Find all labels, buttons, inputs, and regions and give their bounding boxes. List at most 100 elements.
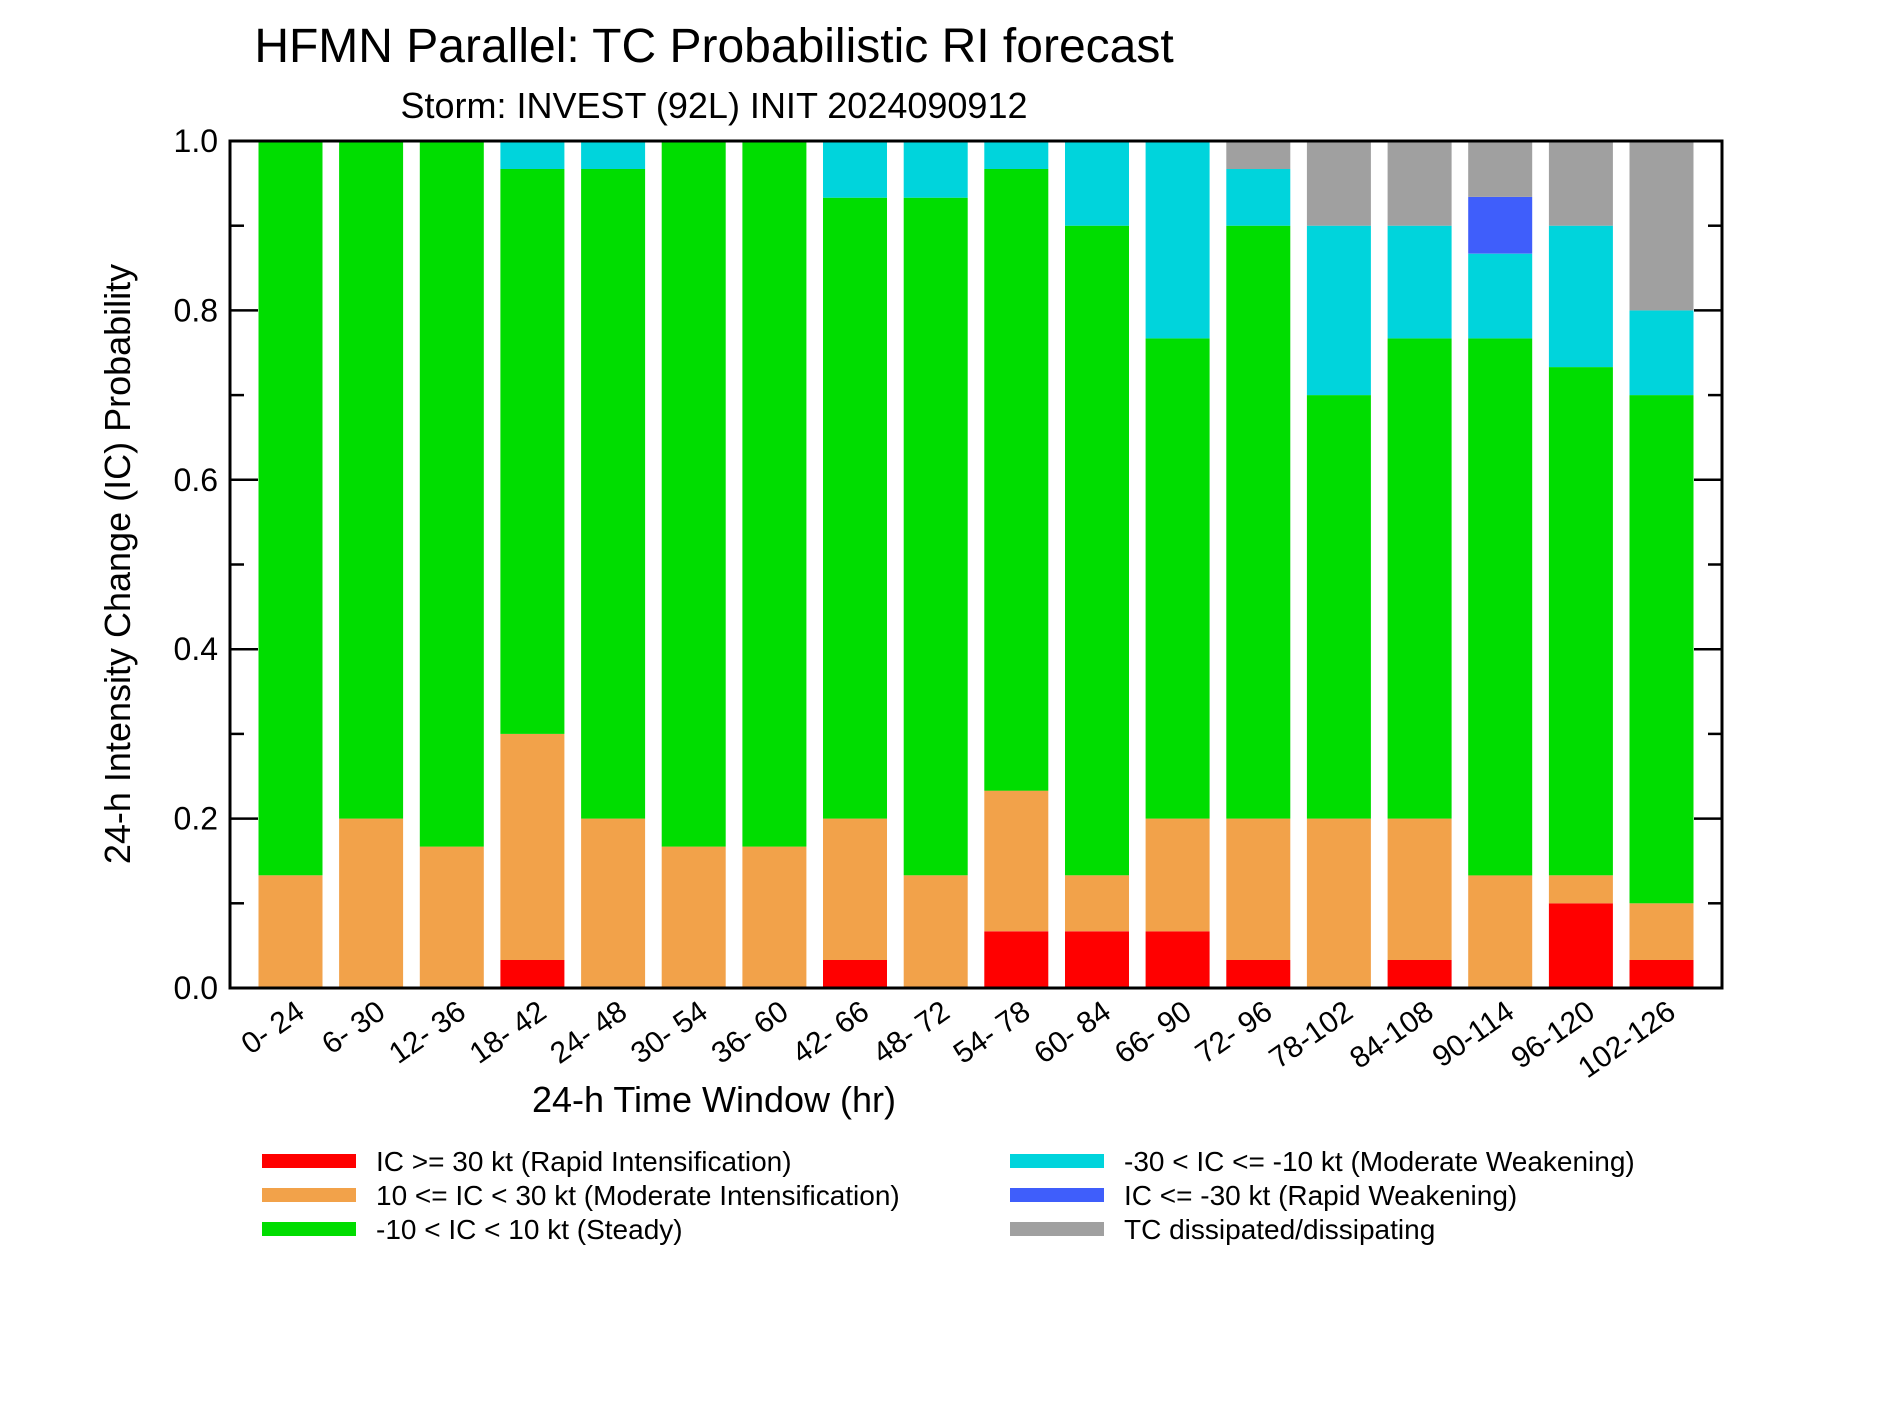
bar-segment-10-series-2 xyxy=(984,791,1048,932)
bar-segment-15-series-2 xyxy=(1388,819,1452,960)
bar-segment-11-series-2 xyxy=(1065,875,1129,931)
y-tick-label: 0.2 xyxy=(174,801,218,837)
bar-segment-17-series-3 xyxy=(1549,367,1613,875)
bar-segment-5-series-4 xyxy=(581,141,645,169)
bar-segment-17-series-2 xyxy=(1549,875,1613,903)
x-category-label: 72- 96 xyxy=(1190,995,1279,1071)
bar-segment-18-series-1 xyxy=(1630,960,1694,988)
x-category-label: 60- 84 xyxy=(1028,995,1117,1071)
bar-segment-8-series-3 xyxy=(823,198,887,819)
bar-segment-9-series-2 xyxy=(904,875,968,988)
x-category-label: 48- 72 xyxy=(867,995,956,1071)
bar-segment-18-series-4 xyxy=(1630,310,1694,395)
bar-segment-13-series-6 xyxy=(1226,141,1290,169)
bar-segment-2-series-2 xyxy=(339,819,403,988)
bar-segment-6-series-2 xyxy=(662,847,726,988)
legend-label: IC >= 30 kt (Rapid Intensification) xyxy=(376,1146,792,1177)
bar-segment-8-series-2 xyxy=(823,819,887,960)
bar-segment-10-series-3 xyxy=(984,169,1048,791)
y-tick-label: 0.6 xyxy=(174,462,218,498)
legend-swatch xyxy=(262,1188,356,1202)
x-category-label: 54- 78 xyxy=(948,995,1037,1071)
bar-segment-13-series-4 xyxy=(1226,169,1290,226)
bar-segment-7-series-2 xyxy=(742,847,806,988)
bar-segment-12-series-2 xyxy=(1146,819,1210,932)
bar-segment-14-series-4 xyxy=(1307,226,1371,395)
legend-swatch xyxy=(262,1154,356,1168)
bar-segment-9-series-4 xyxy=(904,141,968,198)
legend-swatch xyxy=(1010,1188,1104,1202)
bar-segment-18-series-3 xyxy=(1630,395,1694,903)
bar-segment-6-series-3 xyxy=(662,141,726,847)
legend-label: TC dissipated/dissipating xyxy=(1124,1214,1435,1245)
bar-segment-2-series-3 xyxy=(339,141,403,819)
bar-segment-11-series-1 xyxy=(1065,931,1129,988)
bar-segment-18-series-6 xyxy=(1630,141,1694,310)
bar-segment-12-series-3 xyxy=(1146,338,1210,818)
bar-segment-5-series-2 xyxy=(581,819,645,988)
y-tick-label: 0.8 xyxy=(174,292,218,328)
x-category-label: 84-108 xyxy=(1344,995,1439,1076)
bar-segment-17-series-6 xyxy=(1549,141,1613,226)
legend-swatch xyxy=(1010,1154,1104,1168)
x-category-label: 24- 48 xyxy=(544,995,633,1071)
bar-segment-16-series-6 xyxy=(1468,141,1532,197)
legend-label: -30 < IC <= -10 kt (Moderate Weakening) xyxy=(1124,1146,1635,1177)
legend-label: 10 <= IC < 30 kt (Moderate Intensificati… xyxy=(376,1180,900,1211)
bar-segment-4-series-2 xyxy=(500,734,564,960)
bar-segment-4-series-1 xyxy=(500,960,564,988)
x-category-label: 90-114 xyxy=(1427,995,1521,1074)
x-category-label: 12- 36 xyxy=(383,995,472,1071)
bar-segment-18-series-2 xyxy=(1630,903,1694,960)
bar-segment-10-series-1 xyxy=(984,931,1048,988)
bar-segment-3-series-3 xyxy=(420,141,484,847)
bar-segment-7-series-3 xyxy=(742,141,806,847)
legend: IC >= 30 kt (Rapid Intensification) -30 <… xyxy=(262,1146,1635,1245)
y-axis-title: 24-h Intensity Change (IC) Probability xyxy=(97,264,138,864)
chart-title: HFMN Parallel: TC Probabilistic RI forec… xyxy=(254,20,1173,73)
x-category-label: 36- 60 xyxy=(706,995,795,1071)
x-category-label: 18- 42 xyxy=(464,995,553,1071)
bar-segment-8-series-4 xyxy=(823,141,887,198)
bar-segment-4-series-3 xyxy=(500,169,564,734)
bars-group xyxy=(259,141,1694,988)
bar-segment-17-series-1 xyxy=(1549,903,1613,988)
bar-segment-12-series-1 xyxy=(1146,931,1210,988)
bar-segment-16-series-5 xyxy=(1468,197,1532,254)
x-category-label: 0- 24 xyxy=(236,995,311,1061)
bar-segment-17-series-4 xyxy=(1549,226,1613,367)
bar-segment-15-series-1 xyxy=(1388,960,1452,988)
bar-segment-11-series-3 xyxy=(1065,226,1129,876)
bar-segment-14-series-6 xyxy=(1307,141,1371,226)
bar-segment-16-series-2 xyxy=(1468,875,1532,988)
bar-segment-15-series-6 xyxy=(1388,141,1452,226)
bar-segment-4-series-4 xyxy=(500,141,564,169)
bar-segment-5-series-3 xyxy=(581,169,645,819)
chart-subtitle: Storm: INVEST (92L) INIT 2024090912 xyxy=(401,85,1028,126)
bar-segment-14-series-3 xyxy=(1307,395,1371,818)
bar-segment-11-series-4 xyxy=(1065,141,1129,226)
bar-segment-16-series-3 xyxy=(1468,338,1532,875)
bar-segment-3-series-2 xyxy=(420,847,484,988)
bar-segment-13-series-3 xyxy=(1226,226,1290,819)
legend-label: -10 < IC < 10 kt (Steady) xyxy=(376,1214,683,1245)
bar-segment-12-series-4 xyxy=(1146,141,1210,338)
legend-swatch xyxy=(1010,1222,1104,1236)
x-category-label: 78-102 xyxy=(1263,995,1358,1076)
bar-segment-10-series-4 xyxy=(984,141,1048,169)
bar-segment-16-series-4 xyxy=(1468,254,1532,339)
y-tick-label: 0.0 xyxy=(174,970,218,1006)
bar-segment-14-series-2 xyxy=(1307,819,1371,988)
chart-container: HFMN Parallel: TC Probabilistic RI forec… xyxy=(0,0,1900,1400)
y-tick-label: 0.4 xyxy=(174,631,218,667)
bar-segment-1-series-2 xyxy=(259,875,323,988)
x-category-label: 30- 54 xyxy=(625,995,714,1071)
bar-segment-15-series-3 xyxy=(1388,338,1452,818)
x-category-label: 42- 66 xyxy=(786,995,875,1071)
bar-segment-13-series-1 xyxy=(1226,960,1290,988)
bar-segment-9-series-3 xyxy=(904,198,968,876)
legend-label: IC <= -30 kt (Rapid Weakening) xyxy=(1124,1180,1517,1211)
x-axis-title: 24-h Time Window (hr) xyxy=(532,1079,896,1120)
bar-segment-1-series-3 xyxy=(259,141,323,875)
